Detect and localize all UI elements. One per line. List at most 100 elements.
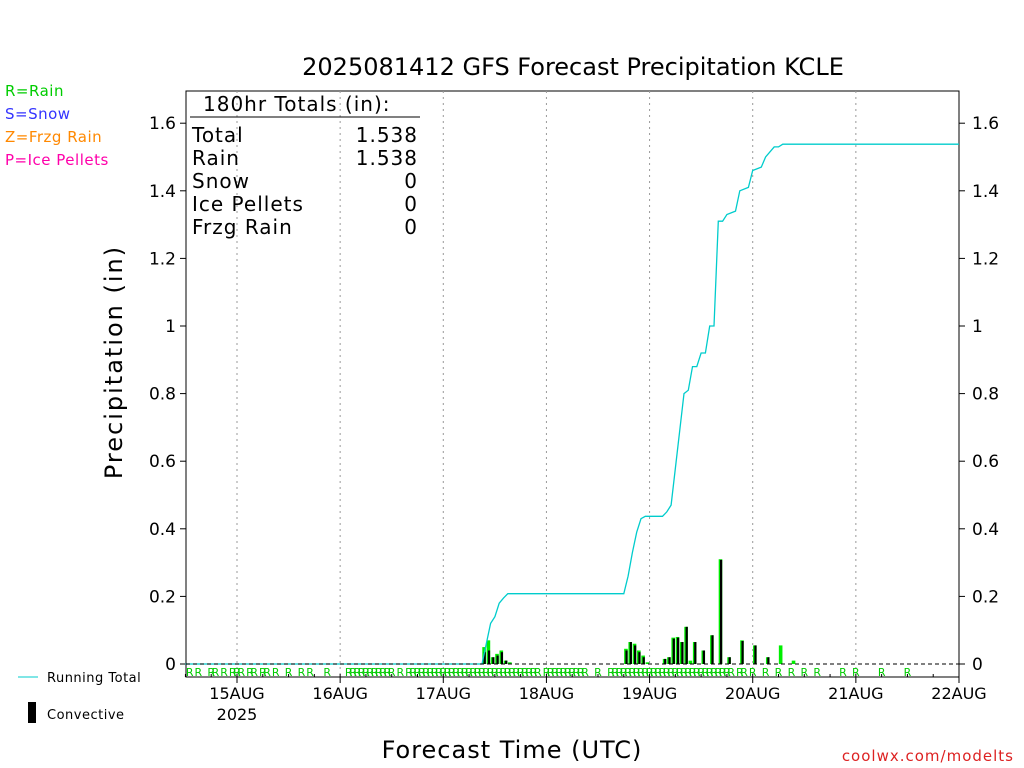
y-axis-right: 0 0.2 0.4 0.6 0.8 1 1.2 1.4 1.6 — [959, 114, 999, 675]
rain-type-marker: R — [487, 666, 495, 679]
convective-bar — [681, 642, 684, 664]
rain-type-marker: R — [491, 666, 499, 679]
rain-type-marker: R — [637, 666, 645, 679]
rain-type-marker: R — [680, 666, 688, 679]
y-tick-label: 0.6 — [972, 452, 999, 472]
convective-bar — [625, 650, 628, 664]
rain-type-marker: R — [396, 666, 404, 679]
rain-type-marker: R — [607, 666, 615, 679]
rain-type-marker: R — [513, 666, 521, 679]
y-tick-label: 1 — [165, 317, 176, 337]
y-tick-label: 1.4 — [972, 182, 999, 202]
y-tick-label: 1 — [972, 317, 983, 337]
rain-type-marker: R — [719, 666, 727, 679]
running-total-series — [185, 143, 959, 665]
x-tick-label: 15AUG — [209, 684, 264, 703]
rain-type-marker: R — [405, 666, 413, 679]
rain-type-marker: R — [689, 666, 697, 679]
rain-type-marker: R — [431, 666, 439, 679]
convective-bar — [500, 652, 504, 664]
rain-type-marker: R — [706, 666, 714, 679]
rain-type-marker: R — [800, 666, 808, 679]
convective-bar — [767, 657, 770, 664]
y-tick-label: 1.2 — [149, 249, 176, 269]
totals-row-label: Total — [191, 123, 244, 147]
rain-type-marker: R — [878, 666, 886, 679]
precip-bars — [482, 559, 796, 664]
rain-type-marker: R — [762, 666, 770, 679]
rain-type-marker: R — [409, 666, 417, 679]
y-tick-label: 0 — [165, 655, 176, 675]
rain-type-marker: R — [465, 666, 473, 679]
convective-bar — [664, 658, 667, 664]
rain-type-marker: R — [237, 666, 245, 679]
rain-type-marker: R — [388, 666, 396, 679]
rain-type-marker: R — [547, 666, 555, 679]
rain-type-marker: R — [435, 666, 443, 679]
rain-type-marker: R — [629, 666, 637, 679]
y-tick-label: 0.2 — [149, 587, 176, 607]
rain-type-marker: R — [684, 666, 692, 679]
rain-type-marker: R — [573, 666, 581, 679]
convective-bar — [496, 655, 499, 664]
rain-type-marker: R — [500, 666, 508, 679]
rain-type-marker: R — [362, 666, 370, 679]
rain-type-marker: R — [448, 666, 456, 679]
x-tick-label: 22AUG — [931, 684, 986, 703]
x-tick-label: 20AUG — [725, 684, 780, 703]
rain-type-marker: R — [672, 666, 680, 679]
rain-type-marker: R — [659, 666, 667, 679]
convective-bar — [672, 638, 675, 664]
rain-type-marker: R — [461, 666, 469, 679]
totals-row-value: 0 — [404, 215, 418, 239]
totals-row-label: Ice Pellets — [192, 192, 304, 216]
convective-bar — [634, 645, 637, 664]
rain-type-marker: R — [233, 666, 241, 679]
rain-type-marker: R — [220, 666, 228, 679]
grid-lines — [236, 91, 857, 677]
rain-type-marker: R — [568, 666, 576, 679]
rain-type-marker: R — [534, 666, 542, 679]
precip-bar — [778, 645, 783, 664]
rain-type-marker: R — [676, 666, 684, 679]
rain-type-marker: R — [207, 666, 215, 679]
rain-type-marker: R — [384, 666, 392, 679]
rain-type-marker: R — [474, 666, 482, 679]
rain-type-marker: R — [345, 666, 353, 679]
rain-type-marker: R — [839, 666, 847, 679]
rain-type-marker: R — [525, 666, 533, 679]
rain-type-marker: R — [482, 666, 490, 679]
y-tick-label: 0.8 — [149, 385, 176, 405]
rain-type-marker: R — [306, 666, 314, 679]
rain-type-marker: R — [641, 666, 649, 679]
rain-type-marker: R — [229, 666, 237, 679]
rain-type-marker: R — [654, 666, 662, 679]
rain-type-marker: R — [551, 666, 559, 679]
convective-bar — [728, 657, 731, 664]
rain-type-marker: R — [439, 666, 447, 679]
totals-header: 180hr Totals (in): — [203, 92, 391, 116]
y-tick-label: 0.6 — [149, 452, 176, 472]
totals-row-value: 0 — [404, 169, 418, 193]
convective-bar — [492, 657, 495, 664]
rain-type-marker: R — [723, 666, 731, 679]
rain-type-marker: R — [543, 666, 551, 679]
rain-type-marker: R — [470, 666, 478, 679]
totals-row-value: 1.538 — [356, 146, 418, 170]
rain-type-marker: R — [564, 666, 572, 679]
convective-bar — [629, 642, 632, 664]
chart-title: 2025081412 GFS Forecast Precipitation KC… — [302, 53, 844, 81]
type-legend-item: R=Rain — [5, 82, 64, 100]
convective-bar — [685, 626, 688, 664]
rain-type-marker: R — [354, 666, 362, 679]
y-tick-label: 0.2 — [972, 587, 999, 607]
rain-type-marker: R — [715, 666, 723, 679]
rain-type-marker: R — [624, 666, 632, 679]
rain-type-marker: R — [749, 666, 757, 679]
rain-type-marker: R — [504, 666, 512, 679]
rain-type-marker: R — [349, 666, 357, 679]
rain-type-marker: R — [620, 666, 628, 679]
totals-row-label: Snow — [192, 169, 250, 193]
convective-bar — [642, 657, 645, 664]
